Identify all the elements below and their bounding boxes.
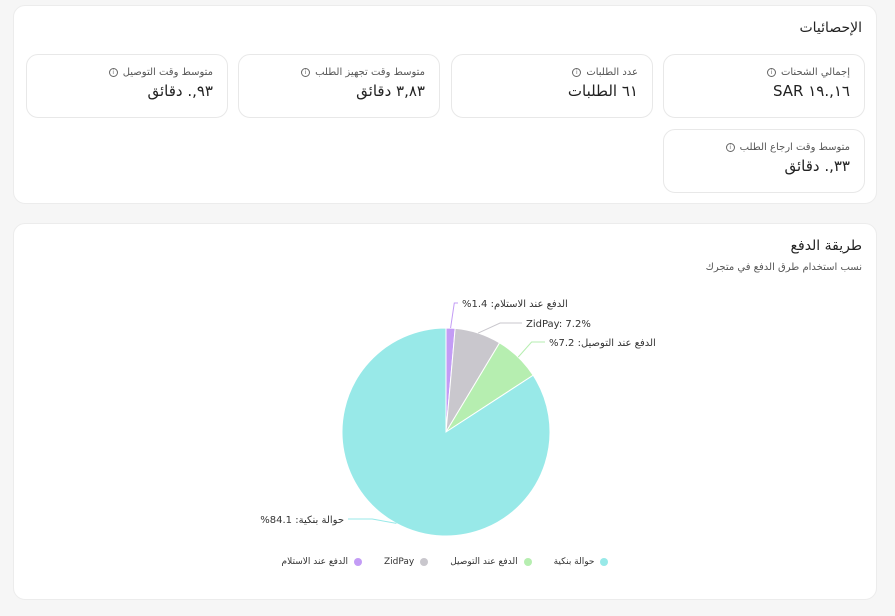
legend-item[interactable]: الدفع عند الاستلام <box>282 557 362 567</box>
legend-item[interactable]: ZidPay <box>383 557 429 567</box>
slice-label: ZidPay: 7.2% <box>526 319 591 330</box>
stat-label: متوسط وقت ارجاع الطلب <box>739 142 850 153</box>
stat-value: ١٦,.١٩ SAR <box>772 82 850 100</box>
stat-label: عدد الطلبات <box>586 67 638 78</box>
legend-label: حوالة بنكية <box>553 557 595 567</box>
stat-card: إجمالي الشحنات i ١٦,.١٩ SAR <box>663 54 865 118</box>
slice-label: %الدفع عند التوصيل: 7.2 <box>549 338 656 349</box>
legend-dot-icon <box>420 558 429 566</box>
stat-value: ٦١ الطلبات <box>567 82 638 100</box>
stat-label: إجمالي الشحنات <box>780 67 850 78</box>
slice-label: %حوالة بنكية: 84.1 <box>260 515 344 526</box>
stat-card: متوسط وقت تجهيز الطلب i ٣,٨٣ دقائق <box>238 54 440 118</box>
stat-value: ٩٣,. دقائق <box>147 82 213 100</box>
info-icon[interactable]: i <box>572 68 582 77</box>
payment-subtitle: نسب استخدام طرق الدفع في متجرك <box>705 262 862 273</box>
stat-card: متوسط وقت ارجاع الطلب i ٣٣,. دقائق <box>663 129 865 193</box>
label-leader-line <box>477 322 522 334</box>
legend-dot-icon <box>600 558 609 566</box>
legend-label: ZidPay <box>383 557 415 567</box>
payment-pie-chart: %الدفع عند الاستلام: 1.4 ZidPay: 7.2% %الد… <box>260 299 656 537</box>
payment-method-card: طريقة الدفع نسب استخدام طرق الدفع في متج… <box>13 223 877 600</box>
pie-slice[interactable] <box>341 327 551 537</box>
stat-value: ٣٣,. دقائق <box>784 157 850 175</box>
stat-label: متوسط وقت التوصيل <box>122 67 213 78</box>
payment-title: طريقة الدفع <box>790 238 862 254</box>
info-icon[interactable]: i <box>766 68 776 77</box>
legend-dot-icon <box>353 558 362 566</box>
info-icon[interactable]: i <box>108 68 118 77</box>
info-icon[interactable]: i <box>301 68 311 77</box>
statistics-card: الإحصائيات إجمالي الشحنات i ١٦,.١٩ SAR عدد … <box>13 5 877 204</box>
slice-label: %الدفع عند الاستلام: 1.4 <box>462 299 568 310</box>
stat-card: متوسط وقت التوصيل i ٩٣,. دقائق <box>26 54 228 118</box>
stat-label: متوسط وقت تجهيز الطلب <box>315 67 425 78</box>
statistics-title: الإحصائيات <box>799 20 862 36</box>
stat-card: عدد الطلبات i ٦١ الطلبات <box>451 54 653 118</box>
label-leader-line <box>517 341 545 358</box>
legend-item[interactable]: الدفع عند التوصيل <box>450 557 532 567</box>
legend-item[interactable]: حوالة بنكية <box>554 557 609 567</box>
label-leader-line <box>348 518 397 524</box>
legend-label: الدفع عند التوصيل <box>450 557 518 567</box>
info-icon[interactable]: i <box>725 143 735 152</box>
legend-dot-icon <box>523 558 532 566</box>
legend-label: الدفع عند الاستلام <box>281 557 348 567</box>
stat-value: ٣,٨٣ دقائق <box>356 82 425 100</box>
label-leader-line <box>450 302 458 329</box>
chart-legend: حوالة بنكية الدفع عند التوصيل ZidPay الدفع … <box>14 557 876 567</box>
